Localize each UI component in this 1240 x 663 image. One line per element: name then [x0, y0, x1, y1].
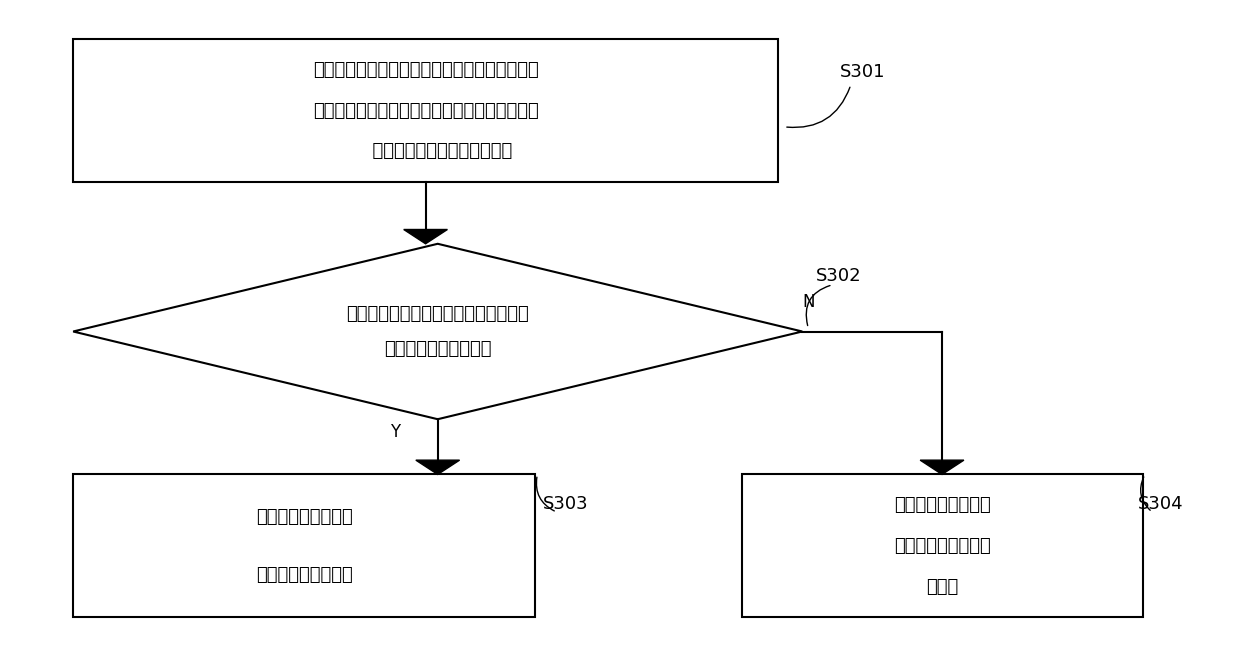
Text: S303: S303 — [543, 495, 588, 512]
Polygon shape — [404, 229, 448, 244]
Text: 权操作: 权操作 — [926, 577, 959, 596]
Polygon shape — [73, 244, 802, 419]
Text: 配置所述可编程器件: 配置所述可编程器件 — [255, 566, 352, 583]
Bar — [73, 39, 777, 182]
Text: 执行设计中编程数据: 执行设计中编程数据 — [894, 496, 991, 514]
Polygon shape — [920, 460, 963, 475]
Text: 识信息，并从可编程器件内嵌或外接的存储单元: 识信息，并从可编程器件内嵌或外接的存储单元 — [312, 101, 538, 119]
Text: 中读取可编程器件的标识信息: 中读取可编程器件的标识信息 — [339, 143, 512, 160]
Text: 件的标识信息是否匹配: 件的标识信息是否匹配 — [384, 340, 491, 359]
Text: 编程数据流携带的标识信息与可编程器: 编程数据流携带的标识信息与可编程器 — [346, 304, 529, 323]
Text: S302: S302 — [816, 267, 862, 285]
Text: S301: S301 — [841, 62, 885, 81]
Text: S304: S304 — [1138, 495, 1183, 512]
Text: 根据所述编程数据流: 根据所述编程数据流 — [255, 509, 352, 526]
Text: 导入编程数据流，读取所述编程数据流携带的标: 导入编程数据流，读取所述编程数据流携带的标 — [312, 61, 538, 79]
Text: 流中定义的一些未授: 流中定义的一些未授 — [894, 537, 991, 555]
Bar — [742, 475, 1142, 617]
Text: N: N — [802, 293, 815, 311]
Bar — [73, 475, 534, 617]
Text: Y: Y — [391, 423, 401, 441]
Polygon shape — [415, 460, 460, 475]
